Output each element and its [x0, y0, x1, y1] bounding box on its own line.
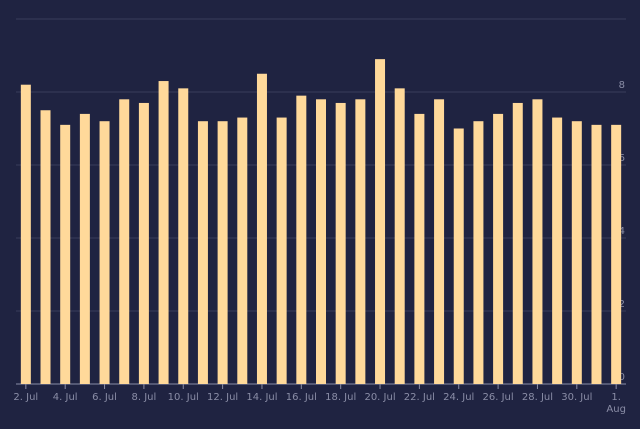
x-tick-label: 14. Jul: [246, 392, 278, 403]
x-tick-label: 10. Jul: [167, 392, 199, 403]
x-tick-label: 2. Jul: [13, 392, 39, 403]
bar: [79, 113, 90, 385]
bar: [217, 121, 228, 384]
x-tick-label: 6. Jul: [92, 392, 117, 403]
bar: [453, 128, 464, 384]
bar: [532, 99, 543, 385]
bar: [40, 110, 51, 384]
bar: [276, 117, 287, 385]
y-tick-label: 6: [619, 153, 625, 164]
bar: [20, 84, 31, 384]
x-tick-label: 26. Jul: [482, 392, 514, 403]
bar: [335, 102, 346, 384]
bar: [434, 99, 445, 385]
bar: [158, 81, 169, 385]
bar: [60, 124, 71, 384]
y-tick-label: 8: [619, 80, 625, 91]
bar: [296, 95, 307, 385]
bar: [512, 102, 523, 384]
bar: [99, 121, 110, 384]
x-tick-label: 8. Jul: [131, 392, 157, 403]
bar: [316, 99, 326, 385]
bar: [493, 113, 504, 385]
bar: [237, 117, 248, 385]
x-tick-label: 16. Jul: [285, 392, 317, 403]
x-tick-label: 18. Jul: [325, 392, 357, 403]
bar: [375, 59, 386, 385]
bar: [138, 102, 149, 384]
y-tick-label: 0: [619, 372, 625, 383]
bar: [119, 99, 130, 385]
bar: [473, 121, 484, 384]
bar: [611, 124, 622, 384]
bar: [355, 99, 366, 385]
x-tick-label: 30. Jul: [561, 392, 593, 403]
bar: [591, 124, 602, 384]
x-tick-label: 12. Jul: [207, 392, 239, 403]
y-tick-label: 2: [619, 299, 625, 310]
x-tick-label: 1. Aug: [606, 392, 626, 415]
bar: [197, 121, 208, 384]
bar: [571, 121, 582, 384]
bar: [394, 88, 405, 384]
x-tick-label: 24. Jul: [443, 392, 475, 403]
bar: [178, 88, 189, 384]
bar: [414, 113, 425, 385]
y-tick-label: 4: [619, 226, 625, 237]
x-tick-label: 4. Jul: [52, 392, 78, 403]
bar: [552, 117, 563, 385]
bar: [256, 73, 267, 384]
x-tick-label: 20. Jul: [364, 392, 396, 403]
x-tick-label: 22. Jul: [403, 392, 435, 403]
x-tick-label: 28. Jul: [521, 392, 554, 403]
